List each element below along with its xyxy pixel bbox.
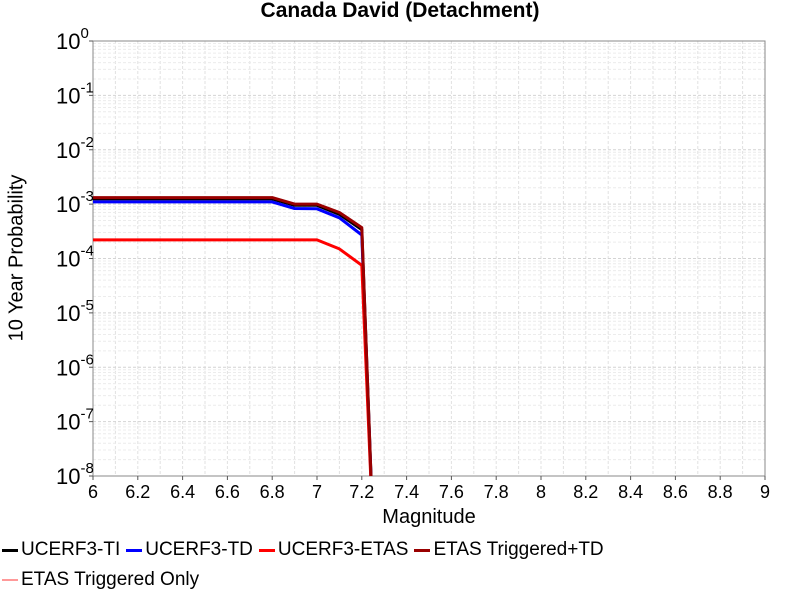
series-line-3 xyxy=(93,196,373,477)
y-tick-label: 10-8 xyxy=(56,460,94,489)
x-tick-label: 8.4 xyxy=(618,482,643,502)
chart-title: Canada David (Detachment) xyxy=(260,0,540,22)
x-tick-label: 7.4 xyxy=(394,482,419,502)
y-tick-label: 10-3 xyxy=(56,188,94,217)
x-tick-label: 7.2 xyxy=(349,482,374,502)
legend-swatch xyxy=(2,579,18,581)
x-tick-label: 6.2 xyxy=(125,482,150,502)
x-tick-label: 8.6 xyxy=(663,482,688,502)
legend-row-1: UCERF3-TI UCERF3-TD UCERF3-ETAS ETAS Tri… xyxy=(2,538,610,562)
legend-label: UCERF3-TD xyxy=(145,539,253,560)
y-tick-label: 100 xyxy=(56,25,89,54)
legend-item-etas-triggered-td: ETAS Triggered+TD xyxy=(414,539,604,561)
legend-label: UCERF3-ETAS xyxy=(277,539,409,560)
x-tick-label: 9 xyxy=(760,482,770,502)
x-tick-label: 7.6 xyxy=(439,482,464,502)
y-tick-label: 10-1 xyxy=(56,79,94,108)
legend-item-ucerf3-ti: UCERF3-TI xyxy=(2,539,120,561)
x-tick-label: 6.6 xyxy=(215,482,240,502)
y-axis-ticks: 100 10-1 10-2 10-3 10-4 10-5 10-6 10-7 10-8 xyxy=(56,25,94,489)
x-axis-ticks: 6 6.2 6.4 6.6 6.8 7 7.2 7.4 7.6 7.8 8 8.2 8.4 8.6 8.8 9 xyxy=(88,476,770,502)
legend-label: ETAS Triggered+TD xyxy=(433,539,604,560)
legend-label: ETAS Triggered Only xyxy=(21,569,200,590)
legend-row-2: ETAS Triggered Only xyxy=(2,568,205,592)
y-tick-label: 10-5 xyxy=(56,297,94,326)
legend-swatch xyxy=(414,548,431,552)
x-tick-label: 7 xyxy=(312,482,322,502)
legend-item-ucerf3-td: UCERF3-TD xyxy=(126,539,253,561)
y-tick-label: 10-2 xyxy=(56,134,94,163)
y-axis-label: 10 Year Probability xyxy=(5,174,28,342)
x-tick-label: 8 xyxy=(536,482,546,502)
legend-swatch xyxy=(126,548,143,552)
x-tick-label: 8.2 xyxy=(573,482,598,502)
legend-swatch xyxy=(2,548,18,552)
y-tick-label: 10-6 xyxy=(56,351,94,380)
grid-lines xyxy=(92,41,766,477)
y-tick-label: 10-7 xyxy=(56,406,94,435)
series-line-1 xyxy=(93,200,373,477)
legend-swatch xyxy=(258,548,275,552)
x-tick-label: 6.4 xyxy=(170,482,195,502)
y-tick-label: 10-4 xyxy=(56,243,94,272)
legend-item-ucerf3-etas: UCERF3-ETAS xyxy=(258,539,409,561)
x-axis-label: Magnitude xyxy=(382,506,476,528)
x-tick-label: 6 xyxy=(88,482,98,502)
legend-label: UCERF3-TI xyxy=(21,539,121,560)
series-layer xyxy=(93,196,373,477)
x-tick-label: 6.8 xyxy=(260,482,285,502)
x-tick-label: 7.8 xyxy=(484,482,509,502)
legend-item-etas-triggered-only: ETAS Triggered Only xyxy=(2,569,199,591)
x-tick-label: 8.8 xyxy=(708,482,733,502)
